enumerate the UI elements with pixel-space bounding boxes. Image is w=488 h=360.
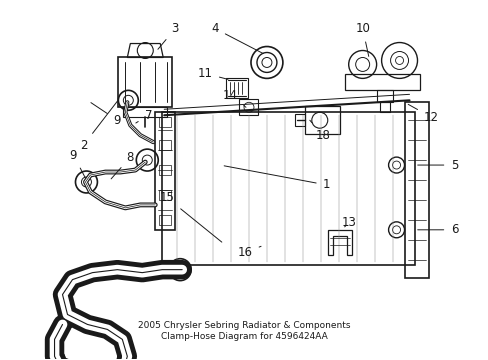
Text: 5: 5 <box>417 158 457 172</box>
Text: 11: 11 <box>197 67 227 80</box>
Text: 10: 10 <box>354 22 369 57</box>
Text: 17: 17 <box>0 359 1 360</box>
Text: 14: 14 <box>222 89 245 107</box>
Text: 15: 15 <box>160 192 222 242</box>
Text: 2005 Chrysler Sebring Radiator & Components
Clamp-Hose Diagram for 4596424AA: 2005 Chrysler Sebring Radiator & Compone… <box>138 320 349 341</box>
Text: 4: 4 <box>211 22 263 54</box>
Text: 18: 18 <box>309 120 329 142</box>
Text: 1: 1 <box>224 166 330 192</box>
Text: 7: 7 <box>136 109 152 123</box>
Text: 8: 8 <box>111 150 134 179</box>
Text: 12: 12 <box>407 104 438 124</box>
Text: 9: 9 <box>91 103 121 127</box>
Text: 6: 6 <box>417 223 457 236</box>
Text: 9: 9 <box>70 149 85 178</box>
Text: 2: 2 <box>80 100 118 152</box>
Text: 3: 3 <box>158 22 179 49</box>
Text: 13: 13 <box>341 216 355 229</box>
Text: 16: 16 <box>237 246 261 259</box>
